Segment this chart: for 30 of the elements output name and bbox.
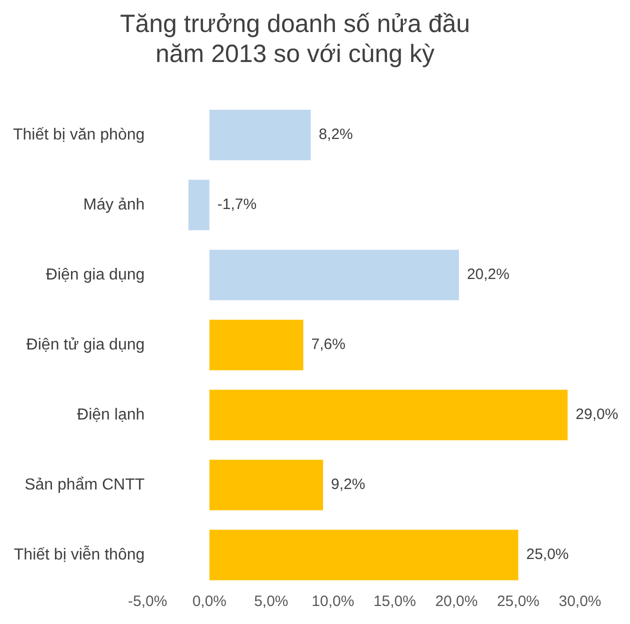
bar [209,320,304,370]
bar [209,250,459,300]
bar [188,180,210,230]
data-label: -1,7% [217,196,257,214]
x-tick-label: 10,0% [312,593,354,610]
data-label: 29,0% [576,406,618,424]
bar [209,390,568,440]
y-tick-label: Điện lạnh [77,406,145,424]
y-tick-label: Thiết bị viễn thông [14,545,145,564]
x-tick-label: -5,0% [128,593,168,610]
data-label: 7,6% [311,336,346,354]
x-tick-label: 20,0% [435,593,478,610]
data-label: 20,2% [466,266,510,284]
y-tick-label: Điện tử gia dụng [26,336,145,354]
x-tick-label: 25,0% [496,593,540,610]
chart-title: Tăng trưởng doanh số nửa đầu năm 2013 so với cùng kỳ [120,10,470,68]
bar [209,530,518,580]
data-label: 8,2% [318,126,353,144]
bar [209,110,311,160]
data-label: 25,0% [526,546,569,564]
x-tick-label: 30,0% [558,593,602,610]
bar [209,460,324,510]
x-tick-label: 5,0% [254,593,288,610]
data-label: 9,2% [331,476,366,494]
y-tick-label: Thiết bị văn phòng [12,126,145,144]
y-tick-label: Điện gia dụng [46,266,145,284]
x-tick-label: 15,0% [373,593,416,610]
y-tick-label: Sản phẩm CNTT [24,476,145,494]
x-tick-label: 0,0% [192,593,227,610]
y-tick-label: Máy ảnh [83,196,145,214]
